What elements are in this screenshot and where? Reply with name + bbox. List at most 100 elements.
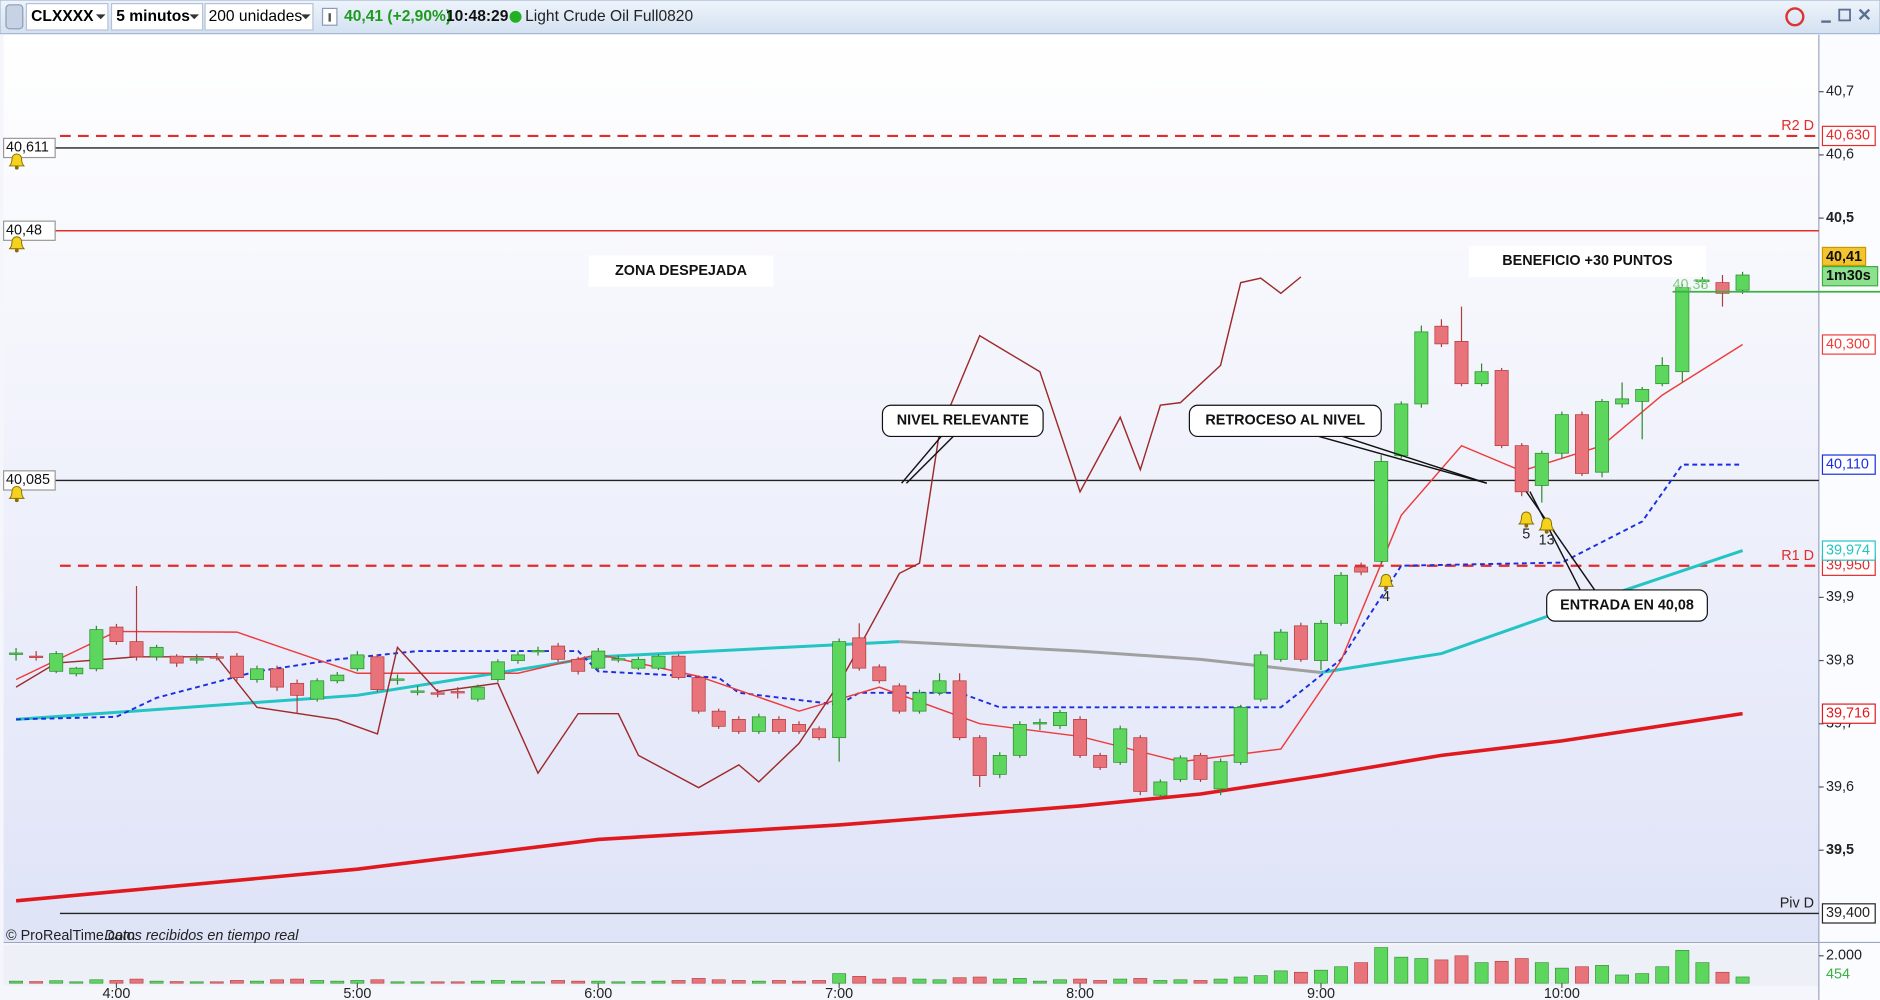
candle-body [591,650,606,669]
candle-body [229,655,244,678]
copyright: © ProRealTime.com [6,928,135,944]
volume-bar [1414,958,1429,984]
candle-body [751,716,766,732]
volume-bar [711,979,726,984]
x-tick-label: 4:00 [102,986,130,1000]
candle-body [1595,401,1609,473]
dropdown-arrow [189,14,200,20]
level-name: Piv D [1780,896,1814,912]
volume-bar [671,980,686,984]
candle-body [1695,279,1710,282]
volume-bar [1695,962,1710,984]
volume-bar [1554,967,1569,984]
candle-body [290,682,305,696]
volume-bar [1113,978,1128,984]
sync-icon[interactable] [1785,7,1805,27]
data-status: Datos recibidos en tiempo real [104,928,299,944]
candle-body [450,691,465,694]
candle-body [992,755,1007,775]
volume-bar [250,980,264,984]
volume-bar [370,979,385,984]
candle-body [711,710,726,727]
symbol[interactable]: CLXXXX [31,8,94,25]
alert-bell-clapper [14,248,19,253]
candle-body [209,656,224,659]
volume-bar [591,980,606,984]
volume-bar [149,980,164,984]
volume-bar [290,978,305,984]
volume-bar [189,981,204,984]
indicator-line [15,711,1743,903]
volume-bar [29,981,44,984]
candle-body [1293,625,1308,660]
units-box[interactable] [204,3,314,31]
volume-bar [1314,969,1328,984]
volume-bar [1133,978,1148,984]
maximize-button[interactable] [1838,8,1851,22]
volume-bar [390,981,405,984]
volume-bar [1534,962,1549,984]
candle-body [531,650,545,653]
candle-body [972,737,987,776]
alert-count: 4 [1382,589,1390,605]
level-label-box [2,137,56,159]
candle-body [1133,737,1148,792]
volume-bar [1193,980,1208,984]
candle-body [1494,370,1509,447]
annotation: ENTRADA EN 40,08 [1560,597,1694,613]
volume-bar [1153,980,1168,984]
candle-body [1012,724,1027,756]
y-tick-label: 39,8 [1826,652,1854,668]
close-button[interactable] [1858,8,1871,21]
timeframe[interactable]: 5 minutos [116,8,190,25]
candle-body [1113,728,1128,763]
candle-body [310,680,325,700]
volume-bar [1173,979,1188,984]
symbol-box[interactable] [25,3,109,31]
candle-body [1735,274,1750,291]
volume-bar [229,980,244,984]
candle-body [1655,365,1670,385]
candle-body [350,654,365,670]
level-value-box [1821,903,1876,924]
candle-body [1474,371,1489,385]
candle-body [792,724,806,732]
candle-body [490,661,505,680]
volume-bar [350,980,365,984]
volume-bar [1595,965,1609,984]
menu-handle[interactable] [5,4,24,30]
volume-bar [1233,976,1248,984]
units[interactable]: 200 unidades [209,8,303,25]
callout-box [1188,404,1382,438]
candle-body [1575,414,1589,474]
candle-body [932,680,947,694]
callout-leader [901,435,942,484]
volume-last-label: 454 [1826,966,1850,982]
candle-body [510,654,525,661]
label-bg [588,255,774,287]
candle-body [270,668,284,688]
annotation: NIVEL RELEVANTE [897,413,1029,429]
volume-bar [89,979,104,984]
level-value: 39,400 [1826,905,1870,921]
candle-body [129,641,144,658]
volume-bar [1073,978,1087,984]
candle-body [189,658,204,661]
indicator-value-box [1821,334,1876,355]
candle-body [370,656,385,691]
indicator-value-box [1821,540,1876,561]
plot-bg [3,34,1819,942]
candle-body [832,641,847,739]
volume-bar [1575,966,1589,984]
callout-leader [1342,435,1487,484]
y-tick-label: 39,6 [1826,779,1854,795]
level-value: 39,950 [1826,558,1870,574]
volume-bar [691,978,706,984]
volume-bar [972,976,987,984]
candle-body [1514,445,1529,493]
volume-bar [109,980,124,984]
timeframe-box[interactable] [110,3,204,31]
clock: 10:48:29 [446,8,509,25]
volume-bar [1213,978,1228,984]
indicator-line [15,276,1302,789]
